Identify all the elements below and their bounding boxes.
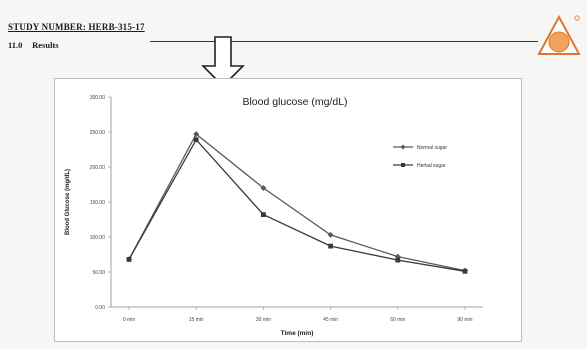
y-tick-label: 200.00 — [90, 165, 106, 171]
series-line-1 — [128, 133, 466, 272]
blood-glucose-chart: 0.00 50.00 100.00 150.00 200.00 250.00 300.00 0… — [65, 95, 483, 337]
data-point — [193, 131, 200, 138]
x-tick-label: 0 min — [123, 317, 135, 323]
chart-title: Blood glucose (mg/dL) — [242, 96, 347, 108]
x-axis-label: Time (min) — [281, 330, 314, 337]
brand-logo-icon — [537, 14, 581, 55]
x-tick-label: 15 min — [189, 317, 204, 323]
y-tick-label: 250.00 — [90, 130, 106, 136]
series-line-2 — [128, 138, 466, 272]
y-tick-label: 100.00 — [90, 235, 106, 241]
legend-marker — [401, 163, 405, 167]
y-tick-label: 0.00 — [95, 305, 105, 311]
legend-label: Herbal sugar — [417, 163, 446, 169]
y-tick-label: 150.00 — [90, 200, 106, 206]
y-tick-label: 300.00 — [90, 95, 106, 101]
legend-marker — [400, 144, 406, 150]
y-axis-label: Blood Glucose (mg/dL) — [65, 169, 71, 235]
data-point — [462, 268, 468, 274]
section-heading: 11.0 Results — [8, 40, 59, 50]
data-point — [395, 257, 401, 263]
data-point — [261, 212, 266, 217]
y-tick-label: 50.00 — [92, 270, 105, 276]
section-title: Results — [32, 40, 59, 50]
x-tick-label: 30 min — [256, 317, 271, 323]
x-tick-label: 45 min — [323, 317, 338, 323]
x-tick-label: 60 min — [390, 317, 405, 323]
data-point — [126, 257, 132, 262]
study-number: STUDY NUMBER: HERB-315-17 — [8, 22, 145, 32]
data-point — [193, 137, 199, 143]
chart-container: 0.00 50.00 100.00 150.00 200.00 250.00 300.00 0… — [54, 78, 522, 342]
data-point — [260, 185, 267, 191]
down-arrow-icon — [201, 36, 245, 88]
header-rule — [150, 41, 538, 42]
data-point — [328, 243, 333, 249]
legend-label: Normal sugar — [417, 145, 447, 151]
data-point — [327, 231, 334, 238]
x-tick-label: 90 min — [457, 317, 472, 323]
section-number: 11.0 — [8, 40, 23, 50]
